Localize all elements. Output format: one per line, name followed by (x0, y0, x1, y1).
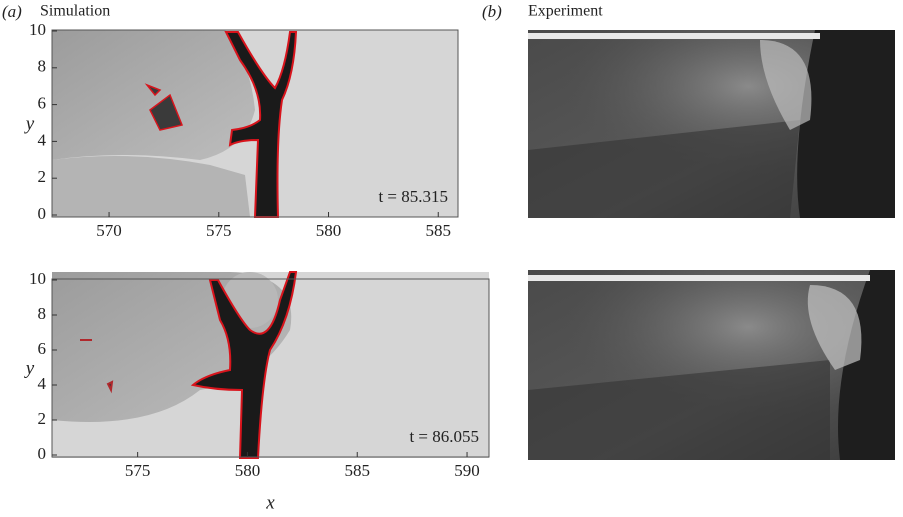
y-tick-label: 0 (38, 204, 47, 223)
y-tick-label: 4 (38, 374, 47, 393)
y-tick-label: 8 (38, 304, 47, 323)
x-tick-label: 575 (125, 461, 151, 480)
panel-label: (b) (482, 2, 502, 21)
panel-title: Experiment (528, 3, 603, 20)
y-axis-label: y (24, 113, 35, 134)
experiment-image (528, 270, 895, 460)
x-tick-label: 570 (96, 221, 122, 240)
panel-title: Simulation (40, 3, 110, 20)
x-tick-label: 580 (316, 221, 342, 240)
time-annotation: t = 85.315 (378, 187, 448, 206)
y-tick-label: 2 (38, 409, 47, 428)
x-tick-label: 585 (344, 461, 370, 480)
x-axis-label: x (265, 492, 275, 513)
y-tick-label: 2 (38, 167, 47, 186)
y-tick-label: 6 (38, 339, 47, 358)
y-axis-label: y (24, 358, 35, 379)
y-tick-label: 6 (38, 94, 47, 113)
figure: (a) Simulation (b) Experiment 0 2 4 6 8 10 570… (0, 0, 903, 517)
x-tick-label: 575 (206, 221, 232, 240)
x-tick-label: 585 (425, 221, 451, 240)
y-tick-label: 4 (38, 130, 47, 149)
x-tick-label: 590 (454, 461, 480, 480)
x-tick-label: 580 (235, 461, 261, 480)
time-annotation: t = 86.055 (409, 427, 479, 446)
y-tick-label: 10 (29, 20, 46, 39)
y-tick-label: 8 (38, 57, 47, 76)
experiment-image (528, 30, 895, 218)
y-tick-label: 10 (29, 269, 46, 288)
y-tick-label: 0 (38, 444, 47, 463)
panel-label: (a) (2, 2, 22, 21)
